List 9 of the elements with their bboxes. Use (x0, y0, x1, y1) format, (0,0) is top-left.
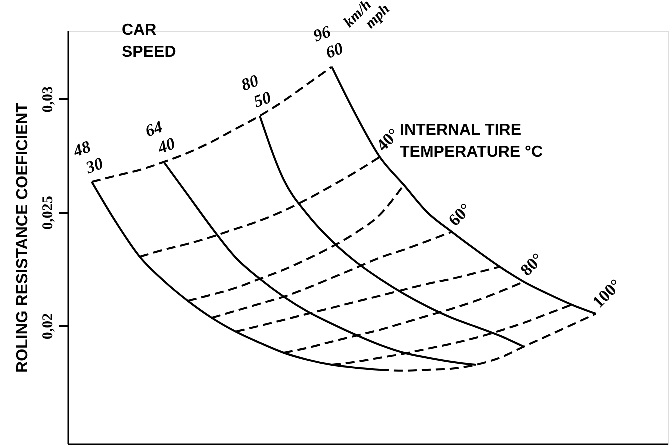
annotation: INTERNAL TIRE TEMPERATURE °C (400, 122, 544, 161)
y-axis-title: ROLING RESISTANCE COEFICIENT (14, 102, 32, 373)
y-tick-label: 0,02 (40, 313, 56, 340)
text: 80° (516, 250, 548, 280)
y-tick-label: 0,03 (40, 86, 56, 113)
text: 60° (444, 200, 476, 230)
annotation: CAR SPEED (122, 22, 176, 61)
y-tick-label: 0,025 (40, 196, 56, 230)
text: 100° (588, 276, 626, 312)
